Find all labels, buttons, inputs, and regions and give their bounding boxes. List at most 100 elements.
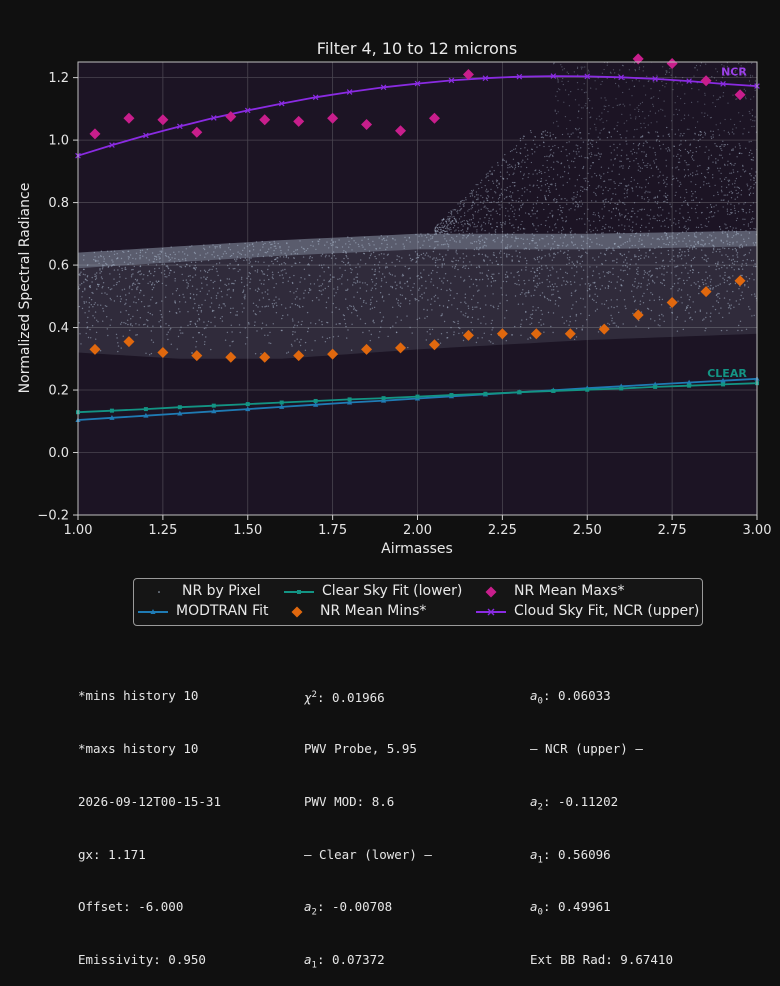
pixel-point-cloud bbox=[469, 219, 471, 221]
pixel-point bbox=[83, 281, 85, 283]
pixel-point-sparse bbox=[574, 128, 577, 130]
pixel-point bbox=[195, 261, 197, 263]
pixel-point bbox=[100, 270, 103, 273]
pixel-point bbox=[736, 241, 738, 243]
pixel-point bbox=[715, 237, 717, 239]
pixel-point-cloud bbox=[736, 217, 738, 220]
pixel-point bbox=[723, 297, 726, 299]
pixel-point bbox=[79, 333, 81, 335]
pixel-point bbox=[95, 338, 97, 340]
pixel-point bbox=[146, 325, 149, 327]
pixel-point bbox=[462, 253, 464, 255]
pixel-point-cloud bbox=[678, 158, 680, 160]
pixel-point bbox=[79, 284, 81, 286]
pixel-point bbox=[378, 336, 380, 339]
pixel-point-cloud bbox=[632, 229, 634, 232]
pixel-point bbox=[225, 252, 227, 255]
pixel-point-cloud bbox=[691, 175, 694, 177]
pixel-point bbox=[401, 275, 403, 277]
pixel-point bbox=[631, 290, 633, 292]
pixel-point-cloud bbox=[618, 232, 621, 234]
pixel-point bbox=[463, 257, 465, 260]
pixel-point bbox=[617, 326, 619, 328]
pixel-point bbox=[748, 306, 750, 308]
pixel-point-sparse bbox=[586, 107, 588, 109]
pixel-point bbox=[330, 244, 333, 247]
pixel-point bbox=[689, 269, 692, 272]
pixel-point-cloud bbox=[536, 200, 539, 202]
pixel-point bbox=[717, 292, 719, 295]
pixel-point-cloud bbox=[656, 165, 658, 168]
pixel-point bbox=[294, 324, 296, 326]
pixel-point bbox=[626, 241, 629, 243]
pixel-point bbox=[715, 285, 717, 287]
mean-maxs-marker bbox=[700, 75, 712, 87]
pixel-point bbox=[542, 323, 545, 325]
pixel-point bbox=[211, 310, 214, 313]
pixel-point-cloud bbox=[726, 203, 729, 205]
info-offset: Offset: -6.000 bbox=[78, 899, 184, 915]
pixel-point-sparse bbox=[624, 105, 626, 107]
pixel-point bbox=[406, 280, 409, 283]
pixel-point bbox=[702, 283, 705, 286]
pixel-point-cloud bbox=[463, 205, 465, 207]
pixel-point bbox=[396, 258, 398, 261]
pixel-point bbox=[210, 302, 213, 304]
pixel-point-cloud bbox=[654, 154, 657, 156]
pixel-point-cloud bbox=[555, 227, 557, 229]
pixel-point-cloud bbox=[560, 150, 562, 153]
pixel-point-cloud bbox=[696, 170, 698, 172]
pixel-point bbox=[533, 257, 535, 260]
pixel-point bbox=[620, 244, 622, 246]
pixel-point bbox=[754, 242, 757, 244]
pixel-point-cloud bbox=[639, 186, 641, 188]
pixel-point bbox=[401, 257, 403, 259]
pixel-point bbox=[584, 283, 587, 285]
mean-mins-marker bbox=[598, 323, 610, 335]
pixel-point bbox=[658, 238, 660, 241]
pixel-point-cloud bbox=[724, 163, 726, 166]
pixel-point bbox=[655, 267, 657, 270]
pixel-point-cloud bbox=[557, 147, 560, 149]
pixel-point bbox=[123, 261, 126, 263]
pixel-point bbox=[368, 243, 370, 245]
pixel-point bbox=[655, 261, 657, 264]
pixel-point bbox=[321, 321, 323, 323]
pixel-point-sparse bbox=[557, 81, 559, 83]
pixel-point bbox=[226, 278, 228, 280]
pixel-point bbox=[101, 278, 103, 280]
pixel-point-cloud bbox=[632, 207, 634, 210]
pixel-point bbox=[92, 292, 94, 294]
pixel-point bbox=[93, 303, 96, 306]
pixel-point bbox=[213, 251, 215, 253]
pixel-point-cloud bbox=[441, 219, 443, 221]
pixel-point-sparse bbox=[724, 118, 726, 121]
clear-sky-fit-marker bbox=[245, 402, 250, 407]
pixel-point bbox=[369, 244, 371, 246]
pixel-point-cloud bbox=[574, 166, 576, 169]
pixel-point-cloud bbox=[649, 191, 651, 193]
pixel-point-cloud bbox=[604, 199, 606, 201]
pixel-point-sparse bbox=[751, 115, 754, 117]
pixel-point bbox=[582, 236, 584, 238]
pixel-point-cloud bbox=[578, 151, 580, 153]
pixel-point bbox=[335, 246, 337, 248]
pixel-point bbox=[246, 277, 248, 279]
pixel-point bbox=[621, 254, 623, 257]
pixel-point bbox=[561, 284, 563, 286]
pixel-point bbox=[194, 267, 196, 270]
pixel-point bbox=[610, 252, 612, 254]
pixel-point bbox=[595, 287, 598, 290]
pixel-point bbox=[272, 323, 274, 325]
pixel-point bbox=[505, 309, 508, 312]
pixel-point-cloud bbox=[578, 155, 580, 158]
pixel-point bbox=[514, 240, 516, 242]
pixel-point bbox=[80, 343, 82, 345]
pixel-point-cloud bbox=[692, 172, 694, 174]
pixel-point-cloud bbox=[506, 186, 508, 189]
pixel-point bbox=[266, 274, 269, 277]
pixel-point-cloud bbox=[585, 177, 587, 179]
pixel-point-cloud bbox=[619, 143, 621, 145]
pixel-point-cloud bbox=[522, 159, 524, 161]
pixel-point bbox=[113, 253, 116, 256]
